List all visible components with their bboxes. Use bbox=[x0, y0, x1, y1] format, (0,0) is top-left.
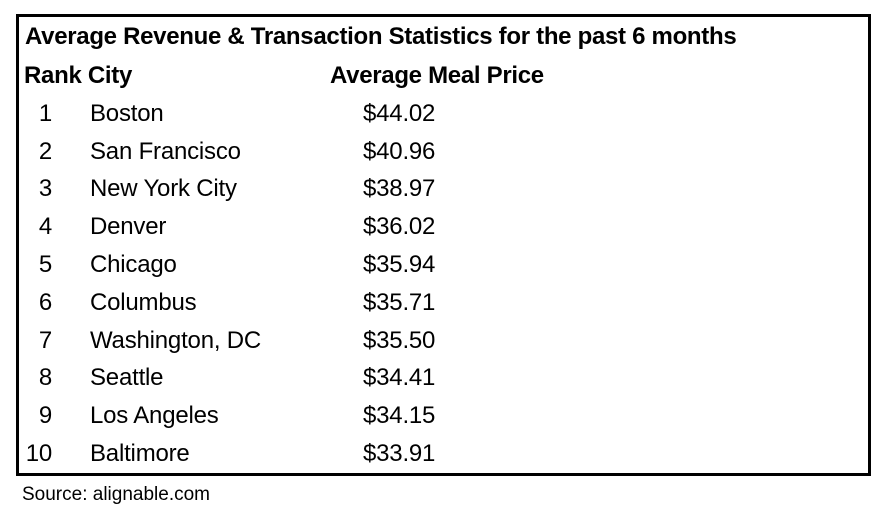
table-row: 7 Washington, DC $35.50 bbox=[19, 322, 868, 360]
table-row: 10 Baltimore $33.91 bbox=[19, 435, 868, 473]
price-cell: $40.96 bbox=[363, 137, 436, 165]
rank-cell: 4 bbox=[38, 213, 52, 241]
city-cell: Baltimore bbox=[90, 440, 190, 468]
rank-cell: 8 bbox=[38, 364, 52, 392]
price-cell: $35.94 bbox=[363, 251, 436, 279]
city-cell: San Francisco bbox=[90, 137, 241, 165]
stats-table: Average Revenue & Transaction Statistics… bbox=[16, 14, 871, 476]
header-rank-city: Rank City bbox=[24, 62, 132, 89]
table-row: 5 Chicago $35.94 bbox=[19, 246, 868, 284]
price-cell: $33.91 bbox=[363, 440, 436, 468]
city-cell: Seattle bbox=[90, 364, 164, 392]
table-header-row: Rank City Average Meal Price bbox=[19, 57, 868, 95]
city-cell: Denver bbox=[90, 213, 167, 241]
table-body: 1 Boston $44.02 2 San Francisco $40.96 3… bbox=[19, 95, 868, 473]
source-attribution: Source: alignable.com bbox=[22, 484, 210, 505]
city-cell: New York City bbox=[90, 175, 237, 203]
table-row: 4 Denver $36.02 bbox=[19, 208, 868, 246]
rank-cell: 5 bbox=[38, 251, 52, 279]
table-row: 2 San Francisco $40.96 bbox=[19, 133, 868, 171]
rank-cell: 7 bbox=[38, 326, 52, 354]
city-cell: Boston bbox=[90, 99, 164, 127]
rank-cell: 2 bbox=[38, 137, 52, 165]
price-cell: $38.97 bbox=[363, 175, 436, 203]
price-cell: $36.02 bbox=[363, 213, 436, 241]
table-row: 3 New York City $38.97 bbox=[19, 171, 868, 209]
city-cell: Columbus bbox=[90, 288, 197, 316]
table-title: Average Revenue & Transaction Statistics… bbox=[25, 23, 737, 50]
rank-cell: 10 bbox=[25, 440, 52, 468]
price-cell: $34.41 bbox=[363, 364, 436, 392]
city-cell: Washington, DC bbox=[90, 326, 262, 354]
table-row: 6 Columbus $35.71 bbox=[19, 284, 868, 322]
rank-cell: 6 bbox=[38, 288, 52, 316]
rank-cell: 1 bbox=[38, 99, 52, 127]
city-cell: Los Angeles bbox=[90, 402, 219, 430]
city-cell: Chicago bbox=[90, 251, 177, 279]
rank-cell: 9 bbox=[38, 402, 52, 430]
header-average-meal-price: Average Meal Price bbox=[330, 62, 544, 89]
price-cell: $44.02 bbox=[363, 99, 436, 127]
price-cell: $35.50 bbox=[363, 326, 436, 354]
price-cell: $34.15 bbox=[363, 402, 436, 430]
rank-cell: 3 bbox=[38, 175, 52, 203]
table-row: 8 Seattle $34.41 bbox=[19, 360, 868, 398]
table-row: 1 Boston $44.02 bbox=[19, 95, 868, 133]
price-cell: $35.71 bbox=[363, 288, 436, 316]
table-row: 9 Los Angeles $34.15 bbox=[19, 397, 868, 435]
